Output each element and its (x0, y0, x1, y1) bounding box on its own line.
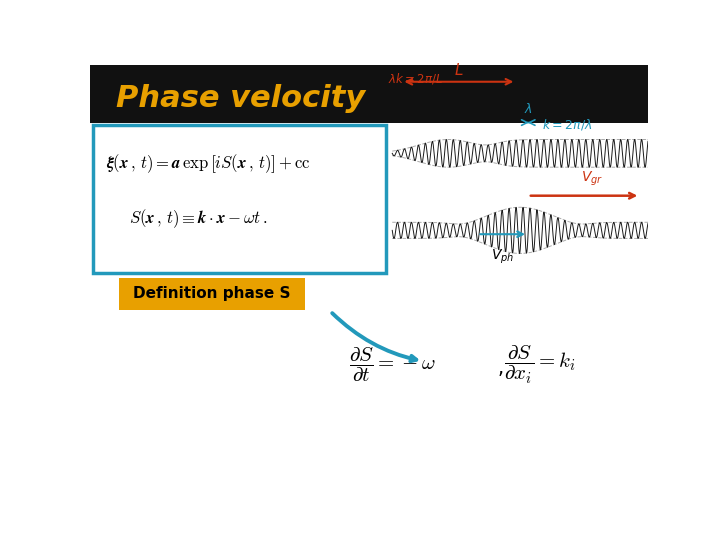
Text: $S(\boldsymbol{x}\,,\,t) \equiv \boldsymbol{k}\cdot\boldsymbol{x} - \omega t\,.$: $S(\boldsymbol{x}\,,\,t) \equiv \boldsym… (129, 207, 267, 230)
Text: $\boldsymbol{\xi}(\boldsymbol{x}\,,\,t) = \boldsymbol{a}\,\exp\left[iS(\boldsymb: $\boldsymbol{\xi}(\boldsymbol{x}\,,\,t) … (106, 152, 310, 175)
Text: $L$: $L$ (454, 62, 464, 78)
FancyBboxPatch shape (119, 278, 305, 309)
Text: $\dfrac{\partial S}{\partial x_i} = k_i$: $\dfrac{\partial S}{\partial x_i} = k_i$ (504, 344, 575, 386)
FancyBboxPatch shape (90, 65, 648, 123)
FancyBboxPatch shape (90, 123, 392, 276)
Text: $V_{gr}$: $V_{gr}$ (581, 170, 603, 188)
Text: $\lambda$: $\lambda$ (524, 103, 533, 117)
Text: Definition phase S: Definition phase S (133, 286, 290, 301)
Text: $\dfrac{\partial S}{\partial t} = -\omega$: $\dfrac{\partial S}{\partial t} = -\omeg… (349, 346, 436, 384)
Text: Phase velocity: Phase velocity (117, 84, 366, 113)
FancyBboxPatch shape (93, 125, 386, 273)
Text: $V_{ph}$: $V_{ph}$ (491, 248, 514, 266)
Text: ,: , (498, 360, 504, 379)
FancyBboxPatch shape (392, 65, 648, 123)
Text: $\lambda k=2\pi/L$: $\lambda k=2\pi/L$ (388, 71, 444, 86)
Text: $k=2\pi/\lambda$: $k=2\pi/\lambda$ (542, 117, 593, 132)
